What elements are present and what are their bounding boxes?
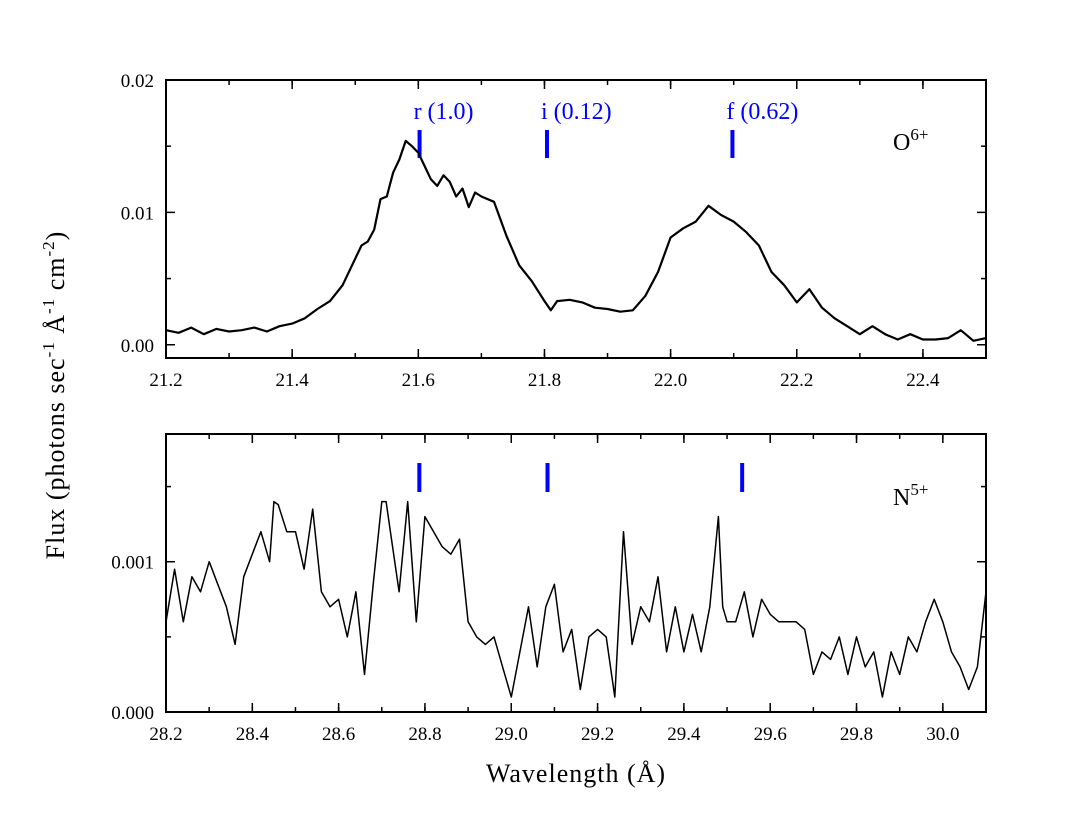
n5-ion-symbol: N — [893, 485, 910, 511]
o6-y-tick-label: 0.02 — [121, 71, 154, 92]
y-axis-title-sup3: -2 — [39, 240, 58, 256]
y-axis-title-part1: Flux (photons sec — [41, 357, 70, 559]
o6-x-tick-label: 21.4 — [276, 370, 310, 391]
n5-x-tick-label: 29.8 — [840, 724, 873, 745]
n5-x-tick-label: 29.4 — [667, 724, 701, 745]
n5-spectrum-line — [165, 500, 987, 698]
o6-ticks: 21.2 21.4 21.6 21.8 22.0 22.2 22.4 0.00 0.01 0.02 — [121, 71, 987, 391]
y-axis-title-part4: ) — [41, 231, 70, 241]
n5-line-markers — [417, 463, 745, 492]
y-axis-title-sup2: -1 — [39, 298, 58, 314]
o6-line-marker-label: i (0.12) — [541, 99, 612, 125]
o6-x-tick-label: 21.8 — [528, 370, 561, 391]
y-axis-title: Flux (photons sec-1 Å-1 cm-2) — [39, 231, 70, 560]
o6-x-tick-label: 22.2 — [780, 370, 813, 391]
o6-ion-label: O6+ — [893, 125, 928, 156]
n5-x-tick-label: 30.0 — [926, 724, 959, 745]
o6-spectrum-line — [165, 139, 987, 342]
n5-x-tick-label: 28.6 — [322, 724, 355, 745]
o6-line-marker-label: r (1.0) — [414, 99, 474, 125]
o6-x-tick-label: 21.2 — [149, 370, 182, 391]
n5-plot-frame — [165, 433, 987, 713]
n5-x-tick-label: 29.2 — [581, 724, 614, 745]
x-axis-title: Wavelength (Å) — [486, 759, 666, 788]
n5-x-tick-label: 29.0 — [495, 724, 528, 745]
o6-y-tick-label: 0.00 — [121, 336, 154, 357]
y-axis-title-sup1: -1 — [39, 341, 58, 357]
n5-ticks: 28.2 28.4 28.6 28.8 29.0 29.2 29.4 29.6 29.8 30.0… — [111, 434, 987, 745]
o6-x-tick-label: 21.6 — [402, 370, 435, 391]
n5-x-tick-label: 28.8 — [408, 724, 441, 745]
y-axis-title-part2: Å — [41, 314, 70, 341]
o6-x-tick-label: 22.4 — [906, 370, 940, 391]
n5-panel: 28.2 28.4 28.6 28.8 29.0 29.2 29.4 29.6 29.8 30.0… — [111, 433, 987, 745]
o6-line-markers: r (1.0) i (0.12) f (0.62) — [414, 99, 798, 158]
o6-panel: 21.2 21.4 21.6 21.8 22.0 22.2 22.4 0.00 0.01 0.02… — [121, 71, 987, 391]
n5-ion-label: N5+ — [893, 480, 928, 511]
n5-y-tick-label: 0.001 — [111, 553, 154, 574]
o6-line-marker-label: f (0.62) — [726, 99, 798, 125]
n5-x-tick-label: 28.2 — [149, 724, 182, 745]
n5-x-tick-label: 28.4 — [236, 724, 270, 745]
o6-x-tick-label: 22.0 — [654, 370, 687, 391]
n5-ion-charge: 5+ — [910, 480, 928, 499]
o6-ion-symbol: O — [893, 130, 910, 156]
n5-x-tick-label: 29.6 — [754, 724, 787, 745]
y-axis-title-part3: cm — [41, 257, 70, 298]
o6-ion-charge: 6+ — [910, 125, 928, 144]
o6-plot-frame — [165, 79, 987, 359]
n5-y-tick-label: 0.000 — [111, 703, 154, 724]
o6-y-tick-label: 0.01 — [121, 203, 154, 224]
